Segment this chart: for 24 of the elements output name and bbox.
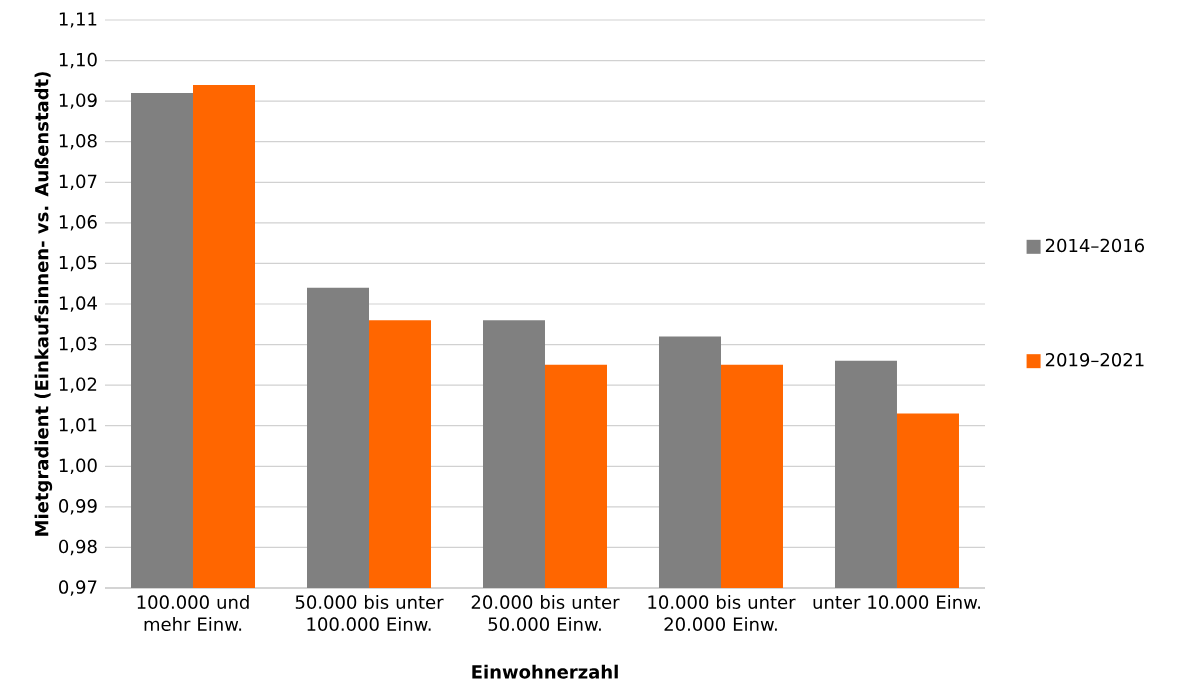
y-tick-label: 0,99 xyxy=(59,499,97,515)
y-tick-label: 0,97 xyxy=(59,580,97,596)
y-tick-label: 1,05 xyxy=(59,255,97,272)
y-tick-label: 1,03 xyxy=(59,336,97,353)
legend-label: 2014–2016 xyxy=(1045,238,1145,253)
x-tick-label: unter 10.000 Einw. xyxy=(813,595,981,609)
y-tick-label: 1,06 xyxy=(59,215,97,231)
y-tick-label: 0,98 xyxy=(59,539,97,556)
x-tick-label: 10.000 bis unter 20.000 Einw. xyxy=(648,595,796,631)
y-tick-label: 1,09 xyxy=(59,93,97,109)
y-tick-label: 1,00 xyxy=(59,458,97,475)
y-tick-label: 1,01 xyxy=(59,417,97,434)
y-tick-label: 1,10 xyxy=(59,52,97,69)
y-axis-title: Mietgradient (Einkaufsinnen- vs. Außenstadt) xyxy=(34,72,53,536)
y-tick-label: 1,04 xyxy=(59,296,97,312)
y-tick-label: 1,08 xyxy=(59,133,97,150)
x-axis-title: Einwohnerzahl xyxy=(472,664,618,679)
y-tick-label: 1,07 xyxy=(59,174,97,191)
x-tick-label: 100.000 und mehr Einw. xyxy=(137,595,249,631)
y-tick-label: 1,11 xyxy=(59,12,97,28)
x-tick-label: 20.000 bis unter 50.000 Einw. xyxy=(471,595,620,631)
y-tick-label: 1,02 xyxy=(59,377,97,393)
x-tick-label: 50.000 bis unter 100.000 Einw. xyxy=(295,595,444,631)
legend-label: 2019–2021 xyxy=(1045,352,1144,367)
